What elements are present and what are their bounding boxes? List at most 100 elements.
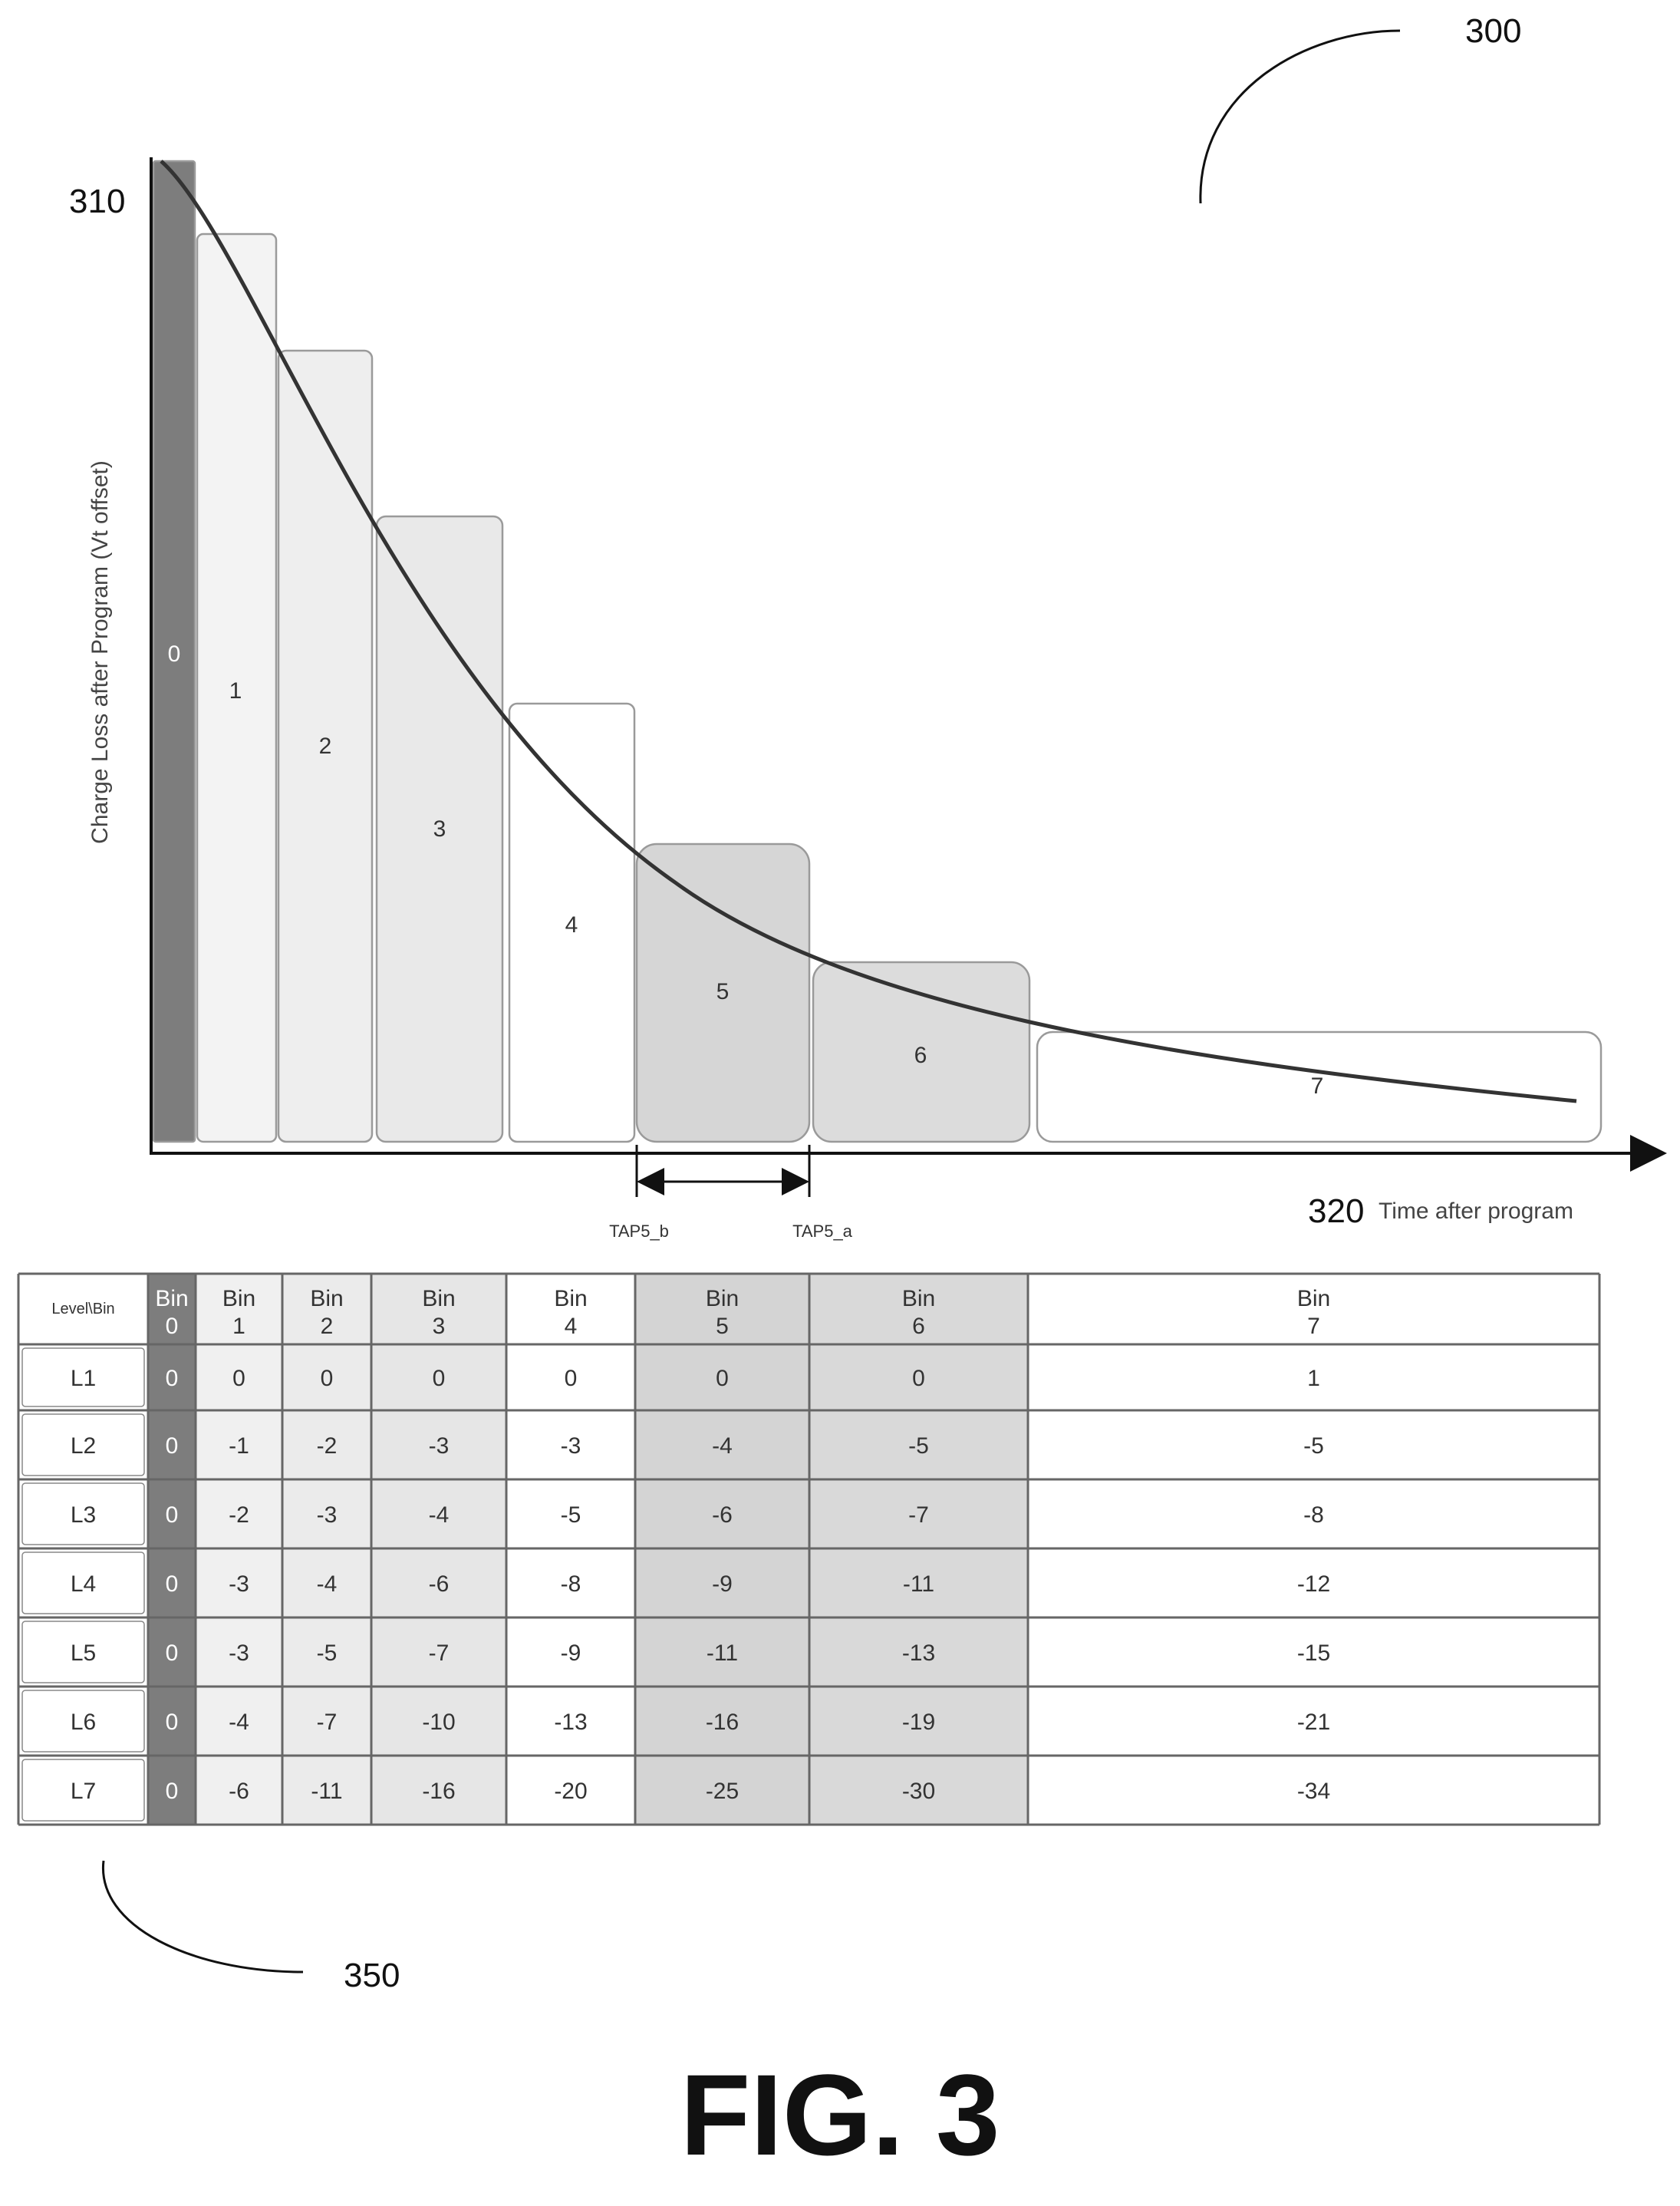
level-cell [21, 1413, 145, 1476]
bin-header-word-1: Bin [222, 1286, 255, 1311]
table-cell-value: -20 [554, 1779, 587, 1804]
table-cell-value: -12 [1297, 1571, 1330, 1597]
level-cell [21, 1759, 145, 1822]
decay-curve [160, 160, 1577, 1103]
bin-label-5: 5 [716, 979, 730, 1004]
table-cell-value: 0 [166, 1710, 179, 1735]
table-cell-value: -4 [429, 1502, 450, 1528]
table-cell-value: 0 [166, 1640, 179, 1666]
table-cell-value: -4 [317, 1571, 338, 1597]
table-cell-value: -11 [311, 1779, 342, 1804]
ref-numeral-310: 310 [69, 183, 126, 220]
bin-label-2: 2 [319, 734, 332, 759]
table-cell-value: -16 [706, 1710, 739, 1735]
bin-header-word-7: Bin [1297, 1286, 1330, 1311]
ref-numeral-300: 300 [1465, 12, 1522, 50]
table-cell-value: -1 [229, 1433, 249, 1459]
table-cell-value: -2 [229, 1502, 249, 1528]
table-cell-value: -5 [1303, 1433, 1324, 1459]
bin-label-7: 7 [1311, 1073, 1324, 1099]
y-axis-label: Charge Loss after Program (Vt offset) [87, 460, 113, 844]
table-cell-value: -7 [908, 1502, 929, 1528]
level-label: L4 [71, 1571, 96, 1597]
table-cell-value: 0 [166, 1571, 179, 1597]
table-cell-value: 1 [1307, 1366, 1320, 1391]
bin-label-1: 1 [229, 678, 242, 704]
table-cell-value: -21 [1297, 1710, 1330, 1735]
table-cell-value: -8 [561, 1571, 581, 1597]
bin-header-word-0: Bin [155, 1286, 188, 1311]
bin-label-0: 0 [168, 641, 181, 667]
bin-header-number-1: 1 [232, 1314, 245, 1339]
level-label: L3 [71, 1502, 96, 1528]
bins-group [152, 160, 1603, 1143]
bin-header-number-0: 0 [166, 1314, 179, 1339]
level-cell [21, 1482, 145, 1545]
level-label: L7 [71, 1779, 96, 1804]
bin-bar-2 [277, 349, 374, 1143]
leader-350 [101, 1860, 304, 1974]
table-cell-value: -6 [229, 1779, 249, 1804]
level-label: L5 [71, 1640, 96, 1666]
tap5-a-label: TAP5_a [792, 1222, 853, 1241]
table-cell-value: -3 [229, 1640, 249, 1666]
table-cell-value: 0 [166, 1502, 179, 1528]
table-cell-value: -5 [317, 1640, 338, 1666]
level-label: L6 [71, 1710, 96, 1735]
table-cell-value: -3 [429, 1433, 450, 1459]
table-cell-value: 0 [232, 1366, 245, 1391]
bin-label-6: 6 [914, 1043, 927, 1068]
bin-header-word-6: Bin [902, 1286, 935, 1311]
table-cell-value: -6 [429, 1571, 450, 1597]
bin-header-word-2: Bin [310, 1286, 343, 1311]
table-cell-value: -19 [902, 1710, 935, 1735]
table-corner-header: Level\Bin [51, 1301, 114, 1317]
table-cell-value: -10 [422, 1710, 455, 1735]
table-cell-value: -25 [706, 1779, 739, 1804]
table-cell-value: -13 [902, 1640, 935, 1666]
bin-bar-5 [635, 843, 811, 1143]
table-cell-value: 0 [321, 1366, 334, 1391]
table-text: Level\Bin Bin 0 Bin 1 Bin 2 Bin 3 Bin 4 Bin 5 Bin 6 Bin… [51, 1286, 1330, 1804]
bin-bar-4 [508, 702, 636, 1143]
bin-label-3: 3 [433, 816, 446, 842]
table-cell-value: -4 [712, 1433, 733, 1459]
bin-header-number-2: 2 [321, 1314, 334, 1339]
bin-header-number-5: 5 [716, 1314, 729, 1339]
table-cell-value: 0 [716, 1366, 729, 1391]
bin-header-word-5: Bin [706, 1286, 739, 1311]
table-cell-value: -2 [317, 1433, 338, 1459]
figure-caption: FIG. 3 [680, 2050, 1000, 2179]
bin-label-4: 4 [565, 912, 578, 938]
table-cell-value: -5 [908, 1433, 929, 1459]
bin-bar-7 [1036, 1030, 1603, 1143]
bin-bar-1 [196, 232, 278, 1143]
table-cell-value: 0 [912, 1366, 925, 1391]
table-cell-value: -34 [1297, 1779, 1330, 1804]
bin-header-number-3: 3 [433, 1314, 446, 1339]
table-cell-value: 0 [166, 1779, 179, 1804]
tap5-b-label: TAP5_b [609, 1222, 669, 1241]
table-cell-value: -3 [561, 1433, 581, 1459]
bin-header-word-3: Bin [422, 1286, 455, 1311]
table-cell-value: -7 [429, 1640, 450, 1666]
leader-300 [1199, 29, 1401, 204]
x-axis-label: Time after program [1379, 1199, 1573, 1224]
table-cell-value: -11 [707, 1640, 738, 1666]
bin-header-number-7: 7 [1307, 1314, 1320, 1339]
table-cells [17, 1272, 1601, 1826]
level-cell [21, 1690, 145, 1753]
charge-loss-chart: 0 1 2 3 4 5 6 7 Charge Loss after Program (Vt o… [87, 157, 1667, 1241]
ref-numeral-320: 320 [1308, 1192, 1365, 1230]
level-bin-table: Level\Bin Bin 0 Bin 1 Bin 2 Bin 3 Bin 4 Bin 5 Bin 6 Bin… [17, 1272, 1601, 1826]
table-cell-value: -4 [229, 1710, 249, 1735]
table-cell-value: -11 [903, 1571, 934, 1597]
ref-numeral-350: 350 [344, 1957, 400, 1994]
table-cell-value: -7 [317, 1710, 338, 1735]
table-cell-value: -5 [561, 1502, 581, 1528]
table-cell-value: -9 [561, 1640, 581, 1666]
level-cell [21, 1347, 145, 1407]
bin-labels-group: 0 1 2 3 4 5 6 7 [168, 641, 1324, 1099]
table-cell-value: 0 [433, 1366, 446, 1391]
